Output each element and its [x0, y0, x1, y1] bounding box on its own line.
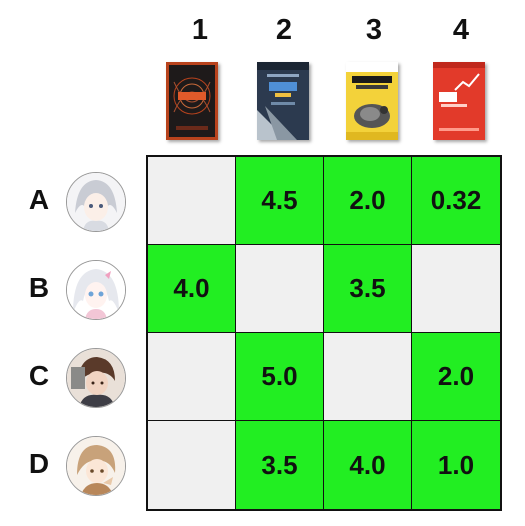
- rating-cell-a-4: 0.32: [412, 157, 500, 245]
- avatar-user-c-icon: [66, 348, 126, 408]
- avatar-user-d-icon: [66, 436, 126, 496]
- column-label-2: 2: [275, 14, 293, 46]
- row-label-b: B: [28, 272, 50, 303]
- rating-cell-a-1: [148, 157, 236, 245]
- rating-cell-c-3: [324, 333, 412, 421]
- rating-cell-c-2: 5.0: [236, 333, 324, 421]
- rating-cell-c-1: [148, 333, 236, 421]
- row-label-c: C: [28, 360, 50, 391]
- rating-cell-c-4: 2.0: [412, 333, 500, 421]
- rating-cell-d-4: 1.0: [412, 421, 500, 509]
- book-cover-math-icon: [166, 62, 218, 140]
- column-label-3: 3: [365, 14, 383, 46]
- row-label-d: D: [28, 448, 50, 479]
- rating-cell-b-2: [236, 245, 324, 333]
- rating-cell-b-4: [412, 245, 500, 333]
- rating-cell-b-1: 4.0: [148, 245, 236, 333]
- book-cover-linux-icon: [257, 62, 309, 140]
- book-cover-algorithms-icon: [433, 62, 485, 140]
- avatar-user-b-icon: [66, 260, 126, 320]
- avatar-user-a-icon: [66, 172, 126, 232]
- book-cover-python-icon: [346, 62, 398, 140]
- rating-cell-a-2: 4.5: [236, 157, 324, 245]
- column-label-1: 1: [191, 14, 209, 46]
- rating-matrix: 4.5 2.0 0.32 4.0 3.5 5.0 2.0 3.5 4.0 1.0: [146, 155, 502, 511]
- rating-cell-d-1: [148, 421, 236, 509]
- row-label-a: A: [28, 184, 50, 215]
- column-label-4: 4: [452, 14, 470, 46]
- rating-cell-a-3: 2.0: [324, 157, 412, 245]
- rating-cell-b-3: 3.5: [324, 245, 412, 333]
- rating-cell-d-2: 3.5: [236, 421, 324, 509]
- rating-cell-d-3: 4.0: [324, 421, 412, 509]
